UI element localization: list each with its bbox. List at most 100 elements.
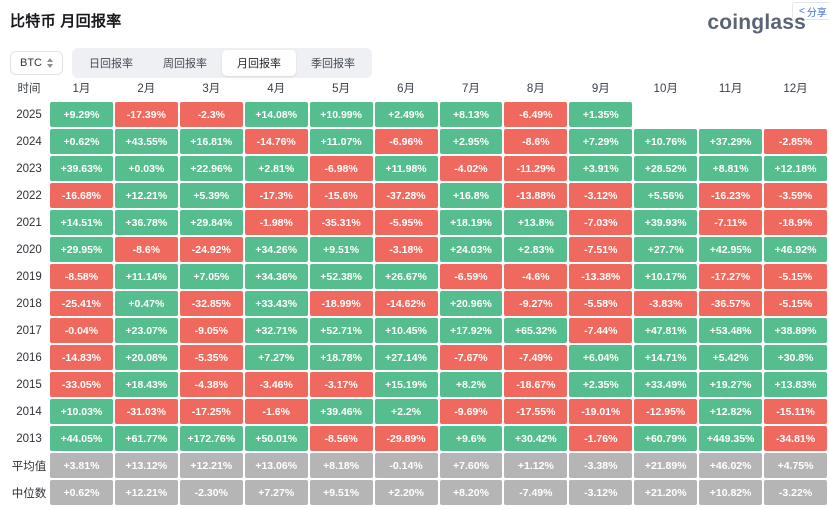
return-cell: -34.81% [764,426,827,451]
return-cell: -14.83% [50,345,113,370]
coinglass-logo[interactable]: coinglass [707,11,806,34]
return-cell: +2.35% [569,372,633,397]
return-cell: +27.7% [634,237,698,262]
return-cell: +10.76% [634,129,698,154]
return-cell: +14.71% [634,345,698,370]
return-cell: -5.15% [764,291,827,316]
tab-monthly-return[interactable]: 月回报率 [222,50,296,76]
return-cell: +38.89% [764,318,827,343]
return-cell: +30.8% [764,345,827,370]
return-cell: -18.9% [764,210,827,235]
return-cell: +9.51% [309,237,373,262]
return-cell: -15.6% [309,183,373,208]
return-cell: -1.98% [244,210,308,235]
return-cell: +0.62% [50,480,113,505]
month-header: 4月 [267,83,286,95]
year-row-label: 2017 [16,324,42,337]
year-row-label: 2019 [16,270,42,283]
return-cell: +65.32% [504,318,568,343]
return-cell: -35.31% [309,210,373,235]
return-cell: +14.08% [244,102,308,127]
return-cell: +0.03% [114,156,178,181]
year-row-label: 2022 [16,189,42,202]
return-cell: +34.36% [244,264,308,289]
return-cell: +29.95% [50,237,113,262]
year-row-label: 2023 [16,162,42,175]
tab-daily-return[interactable]: 日回报率 [89,58,133,70]
return-cell: -8.56% [309,426,373,451]
return-cell: +39.93% [634,210,698,235]
return-cell [699,102,762,127]
return-cell: -31.03% [114,399,178,424]
month-header: 8月 [526,83,545,95]
tab-weekly-return[interactable]: 周回报率 [163,58,207,70]
return-cell: +11.98% [374,156,438,181]
return-cell: +449.35% [699,426,763,451]
return-cell: -5.15% [764,264,827,289]
return-cell: -25.41% [50,291,113,316]
return-cell: -6.49% [504,102,568,127]
return-cell: -3.17% [309,372,373,397]
return-cell: -17.55% [504,399,568,424]
return-cell: +2.49% [374,102,438,127]
return-cell: -7.49% [504,345,568,370]
return-cell: +22.96% [179,156,243,181]
return-cell: +52.71% [309,318,373,343]
sort-caret-updown-icon [47,58,53,68]
return-cell: -2.30% [179,480,243,505]
share-button[interactable]: < 分享 [792,2,829,20]
return-cell: +7.60% [439,453,503,478]
return-cell: +36.78% [114,210,178,235]
return-cell: -3.83% [634,291,698,316]
return-cell: +172.76% [179,426,243,451]
return-cell: +37.29% [699,129,763,154]
return-cell: +46.92% [764,237,827,262]
return-cell: +14.51% [50,210,113,235]
return-cell: +12.21% [114,480,178,505]
return-cell: +10.03% [50,399,113,424]
return-cell: +13.83% [764,372,827,397]
return-cell: +16.8% [439,183,503,208]
return-cell: +2.81% [244,156,308,181]
year-row-label: 2013 [16,432,42,445]
coin-selector[interactable]: BTC [10,51,63,75]
return-cell: -16.68% [50,183,113,208]
return-cell: -2.85% [764,129,827,154]
return-cell: -0.14% [374,453,438,478]
return-cell: +8.18% [309,453,373,478]
year-row-label: 2016 [16,351,42,364]
month-header: 6月 [397,83,415,95]
return-cell [764,102,827,127]
return-cell: +1.12% [504,453,568,478]
month-header: 1月 [72,83,91,95]
return-cell: +13.06% [244,453,308,478]
return-cell: -17.3% [244,183,308,208]
tab-quarterly-return[interactable]: 季回报率 [311,58,355,70]
return-cell: +9.29% [50,102,113,127]
controls-bar: BTC 日回报率 周回报率 月回报率 季回报率 [10,48,372,78]
return-cell: -17.25% [179,399,243,424]
return-cell: -0.04% [50,318,113,343]
year-row-label: 2025 [16,108,42,121]
return-cell: +28.52% [634,156,698,181]
return-cell: +13.12% [114,453,178,478]
return-cell: -3.46% [244,372,308,397]
return-cell: +18.43% [114,372,178,397]
return-cell: -17.39% [114,102,178,127]
return-cell: -14.76% [244,129,308,154]
return-cell: -3.12% [569,480,633,505]
share-icon: < [799,5,805,17]
return-cell: +30.42% [504,426,568,451]
return-cell: +21.89% [634,453,698,478]
return-cell: +1.35% [569,102,633,127]
return-cell: +2.2% [374,399,438,424]
share-label: 分享 [806,7,827,19]
return-cell: +47.81% [634,318,698,343]
return-cell: +21.20% [634,480,698,505]
return-cell: -16.23% [699,183,763,208]
return-cell: -6.98% [309,156,373,181]
return-cell: -17.27% [699,264,763,289]
return-cell: +11.07% [309,129,373,154]
return-cell: -6.96% [374,129,438,154]
return-cell: +33.43% [244,291,308,316]
